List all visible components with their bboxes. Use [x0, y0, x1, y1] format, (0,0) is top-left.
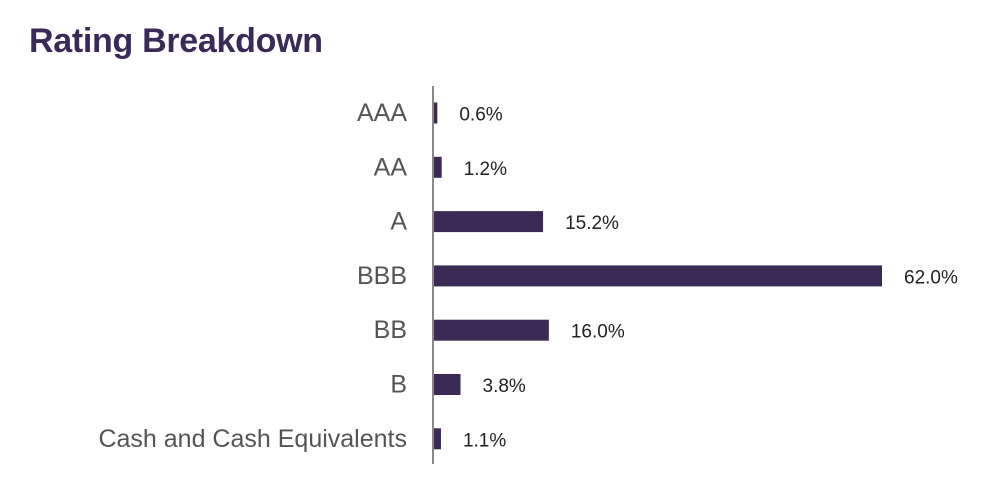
bar-cash-and-cash-equivalents: [433, 428, 441, 450]
bar-bbb: [433, 265, 882, 287]
value-label: 1.2%: [464, 159, 507, 180]
value-label: 62.0%: [904, 267, 958, 288]
category-label: AA: [374, 153, 408, 181]
value-label: 1.1%: [463, 430, 506, 451]
category-label: BB: [374, 316, 407, 344]
category-label: B: [390, 371, 407, 399]
value-label: 3.8%: [483, 376, 526, 397]
bar-b: [433, 374, 461, 395]
bar-aa: [433, 156, 442, 178]
category-label: Cash and Cash Equivalents: [98, 425, 407, 453]
category-label: AAA: [357, 99, 407, 127]
value-label: 0.6%: [459, 105, 502, 126]
category-label: BBB: [357, 262, 407, 290]
bar-a: [433, 211, 544, 233]
value-labels-group: 0.6% 1.2% 15.2% 62.0% 16.0% 3.8% 1.1%: [459, 105, 958, 452]
bars-group: [433, 102, 882, 450]
value-label: 16.0%: [571, 322, 625, 343]
chart-title: Rating Breakdown: [29, 22, 323, 60]
bar-aaa: [433, 102, 438, 124]
value-label: 15.2%: [565, 213, 619, 234]
category-label: A: [390, 208, 407, 236]
bar-bb: [433, 319, 549, 341]
